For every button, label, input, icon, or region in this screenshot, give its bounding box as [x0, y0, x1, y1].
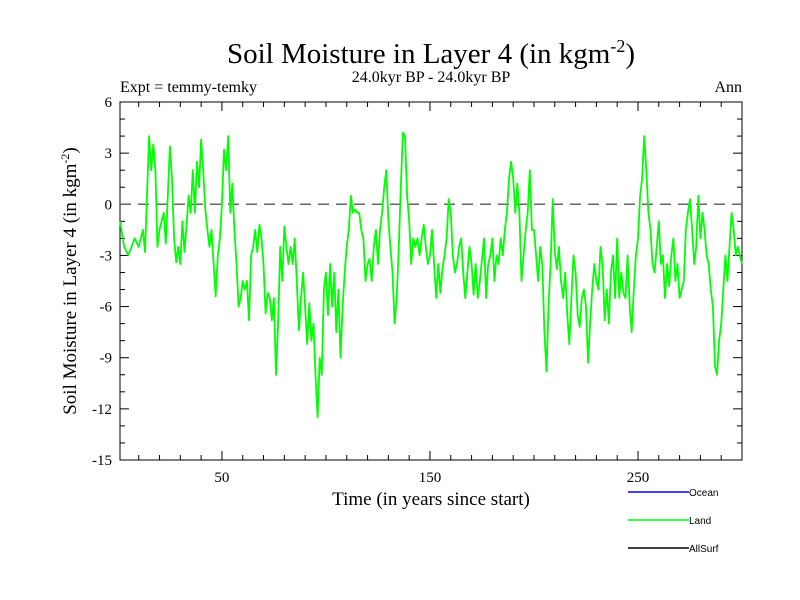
experiment-label: Expt = temmy-temky — [120, 79, 257, 96]
x-tick-label: 250 — [627, 470, 650, 486]
y-tick-label: 0 — [105, 197, 113, 213]
y-tick-label: 6 — [105, 95, 113, 111]
y-tick-label: -9 — [100, 351, 113, 367]
legend-land-label: Land — [689, 516, 711, 527]
y-tick-label: -12 — [92, 402, 112, 418]
season-label: Ann — [714, 79, 742, 96]
y-tick-label: 3 — [105, 146, 113, 162]
x-tick-label: 50 — [214, 470, 229, 486]
y-axis-title: Soil Moisture in Layer 4 (in kgm-2) — [58, 147, 81, 415]
x-axis: 50 150 250 — [138, 102, 722, 486]
y-axis: 6 3 0 -3 -6 -9 -12 -15 — [92, 95, 742, 469]
y-tick-label: -3 — [100, 248, 113, 264]
legend-ocean-label: Ocean — [689, 488, 718, 499]
chart-title: Soil Moisture in Layer 4 (in kgm-2) — [227, 36, 635, 70]
legend: Ocean Land AllSurf — [628, 488, 719, 555]
plot-frame — [119, 101, 743, 461]
x-tick-label: 150 — [419, 470, 442, 486]
x-axis-title: Time (in years since start) — [332, 489, 530, 510]
y-tick-label: -15 — [92, 453, 112, 469]
chart-subtitle: 24.0kyr BP - 24.0kyr BP — [352, 69, 511, 86]
y-tick-label: -6 — [100, 300, 113, 316]
land-series-line — [119, 131, 743, 419]
legend-allsurf-label: AllSurf — [689, 544, 719, 555]
